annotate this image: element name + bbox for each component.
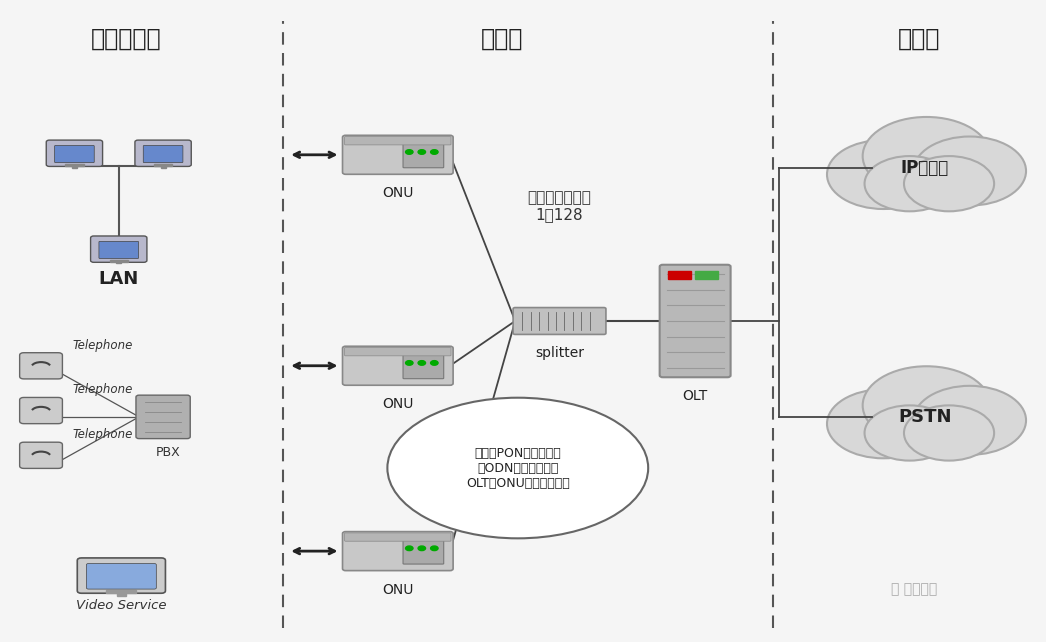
Text: LAN: LAN [98,270,139,288]
Circle shape [431,361,438,365]
Circle shape [863,117,991,195]
Circle shape [904,156,994,211]
Bar [72,165,77,168]
FancyBboxPatch shape [342,135,453,174]
Circle shape [827,140,939,209]
Text: Telephone: Telephone [72,339,133,352]
FancyBboxPatch shape [344,137,451,145]
Text: OLT: OLT [682,390,708,403]
Text: ONU: ONU [382,397,413,412]
FancyBboxPatch shape [403,538,444,564]
FancyBboxPatch shape [54,146,94,162]
Text: ONU: ONU [382,583,413,597]
FancyBboxPatch shape [99,241,138,259]
Circle shape [913,386,1026,455]
FancyBboxPatch shape [342,346,453,385]
FancyBboxPatch shape [20,397,63,424]
Bar [107,590,136,593]
Text: PBX: PBX [156,446,181,458]
FancyBboxPatch shape [514,308,606,334]
Bar [65,164,84,166]
Bar [110,259,128,262]
Text: 用户驻地网: 用户驻地网 [91,27,162,51]
Text: IP骨干网: IP骨干网 [901,159,949,177]
Text: 可采用PON的保护结构
对ODN和需要保护的
OLT、ONU实现冗余保护: 可采用PON的保护结构 对ODN和需要保护的 OLT、ONU实现冗余保护 [465,447,570,489]
Circle shape [431,546,438,551]
Circle shape [865,405,955,460]
FancyBboxPatch shape [77,558,165,593]
FancyBboxPatch shape [91,236,146,263]
Bar [668,271,690,279]
Text: ⓘ 大木又又: ⓘ 大木又又 [891,582,937,596]
Circle shape [406,150,413,154]
Ellipse shape [387,397,649,539]
FancyBboxPatch shape [46,140,103,166]
FancyBboxPatch shape [20,352,63,379]
FancyBboxPatch shape [344,347,451,356]
Circle shape [418,361,426,365]
FancyBboxPatch shape [342,532,453,571]
Circle shape [863,366,991,444]
Circle shape [418,150,426,154]
Circle shape [418,546,426,551]
Circle shape [406,546,413,551]
Circle shape [406,361,413,365]
Text: Video Service: Video Service [76,599,166,612]
FancyBboxPatch shape [143,146,183,162]
Circle shape [827,389,939,458]
Circle shape [865,156,955,211]
Text: Telephone: Telephone [72,383,133,396]
Text: 接入网: 接入网 [481,27,523,51]
Bar [154,164,173,166]
FancyBboxPatch shape [660,265,730,377]
FancyBboxPatch shape [87,564,156,589]
Bar [161,165,165,168]
Text: Telephone: Telephone [72,428,133,441]
FancyBboxPatch shape [403,142,444,168]
Bar [117,592,126,596]
Text: ONU: ONU [382,186,413,200]
Text: 分支比最大可为
1：128: 分支比最大可为 1：128 [527,190,591,222]
Text: splitter: splitter [535,346,584,360]
Circle shape [913,137,1026,205]
FancyBboxPatch shape [344,533,451,541]
Text: 核心网: 核心网 [899,27,940,51]
Bar [696,271,718,279]
FancyBboxPatch shape [20,442,63,469]
FancyBboxPatch shape [136,395,190,438]
Circle shape [904,405,994,460]
Circle shape [431,150,438,154]
Text: PSTN: PSTN [897,408,952,426]
Bar [116,261,121,263]
FancyBboxPatch shape [135,140,191,166]
FancyBboxPatch shape [403,353,444,379]
